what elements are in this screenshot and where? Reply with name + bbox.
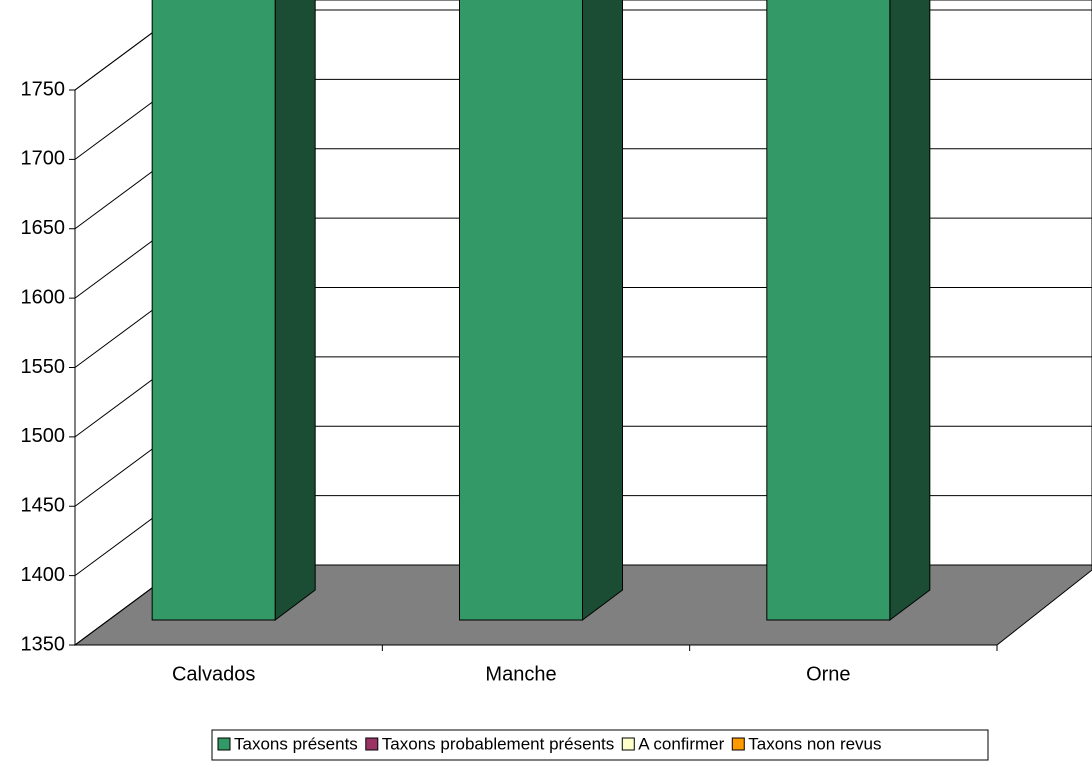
y-tick-label: 1750 xyxy=(21,78,66,100)
y-tick-label: 1550 xyxy=(21,356,66,378)
bar-side xyxy=(889,0,931,621)
bar xyxy=(766,0,891,621)
legend-label: Taxons présents xyxy=(234,734,358,753)
bar xyxy=(151,0,276,621)
legend-swatch xyxy=(365,737,379,751)
y-tick-label: 1600 xyxy=(21,286,66,308)
bar-side xyxy=(582,0,623,621)
y-tick-label: 1650 xyxy=(21,217,66,239)
y-tick-label: 1450 xyxy=(21,495,66,517)
legend-box xyxy=(211,729,989,761)
legend-label: Taxons non revus xyxy=(748,734,881,753)
x-tick-label: Manche xyxy=(485,663,556,685)
y-tick-label: 1700 xyxy=(21,148,66,170)
legend-swatch xyxy=(217,737,231,751)
legend-swatch xyxy=(731,737,745,751)
bar-side xyxy=(274,0,316,621)
y-tick-label: 1500 xyxy=(21,425,66,447)
legend-label: A confirmer xyxy=(638,734,724,753)
legend-swatch xyxy=(621,737,635,751)
x-tick-label: Orne xyxy=(806,663,850,685)
back-wall xyxy=(182,0,1092,566)
legend-label: Taxons probablement présents xyxy=(382,734,614,753)
x-tick-label: Calvados xyxy=(172,663,255,685)
bar xyxy=(459,0,583,621)
y-tick-label: 1400 xyxy=(21,564,66,586)
y-tick-label: 1350 xyxy=(21,633,66,655)
